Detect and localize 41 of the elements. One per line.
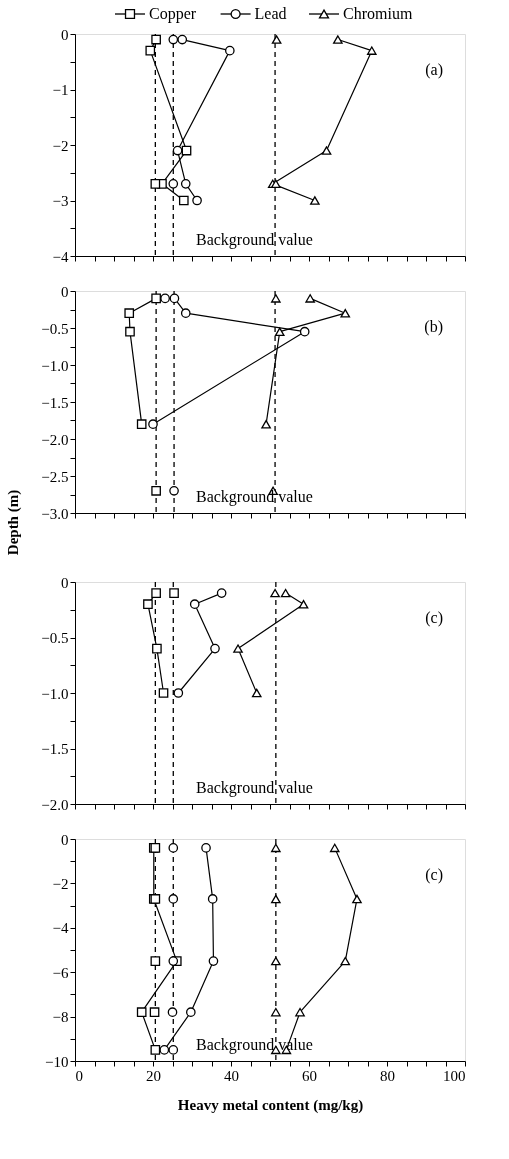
x-tick-label: 100	[443, 1067, 466, 1084]
x-tick-label: 80	[380, 1067, 395, 1084]
y-tick-label: −2.0	[41, 796, 69, 813]
annotation: (a)	[425, 61, 443, 79]
y-tick-label: −1.5	[41, 741, 69, 757]
x-tick-label: 40	[224, 1067, 239, 1084]
y-tick-label: −2.0	[41, 431, 69, 448]
annotation: Background value	[195, 779, 313, 797]
y-tick-label: −1.0	[41, 685, 69, 702]
y-tick-label: −4	[52, 920, 69, 937]
y-tick-label: −0.5	[41, 320, 69, 337]
y-tick-label: −3	[52, 193, 69, 209]
legend-label: Copper	[149, 5, 197, 23]
annotation: (c)	[425, 609, 443, 627]
y-tick-label: −1.5	[41, 394, 69, 411]
y-tick-label: −0.5	[41, 630, 69, 646]
annotation: Background value	[195, 231, 313, 249]
legend-label: Lead	[254, 5, 287, 22]
y-tick-label: −3.0	[41, 505, 69, 522]
y-tick-label: 0	[61, 574, 69, 591]
y-tick-label: −2.5	[41, 468, 69, 485]
y-tick-label: −10	[45, 1053, 69, 1070]
y-tick-label: −2	[52, 137, 69, 154]
y-tick-label: 0	[61, 26, 69, 43]
y-tick-label: −1	[52, 82, 69, 98]
y-tick-label: −2	[52, 875, 69, 892]
y-axis-title: Depth (m)	[5, 489, 23, 556]
annotation: (c)	[425, 866, 443, 884]
x-tick-label: 20	[146, 1067, 161, 1084]
x-axis-title: Heavy metal content (mg/kg)	[177, 1096, 364, 1114]
annotation: Background value	[195, 488, 313, 506]
annotation: (b)	[424, 318, 443, 336]
legend-label: Chromium	[343, 5, 413, 22]
y-tick-label: −8	[52, 1009, 69, 1026]
x-tick-label: 0	[75, 1067, 83, 1084]
y-tick-label: 0	[61, 831, 69, 848]
x-tick-label: 60	[302, 1067, 317, 1084]
y-tick-label: 0	[61, 283, 69, 300]
y-tick-label: −4	[52, 248, 69, 265]
y-tick-label: −6	[52, 964, 69, 981]
y-tick-label: −1.0	[41, 357, 69, 374]
